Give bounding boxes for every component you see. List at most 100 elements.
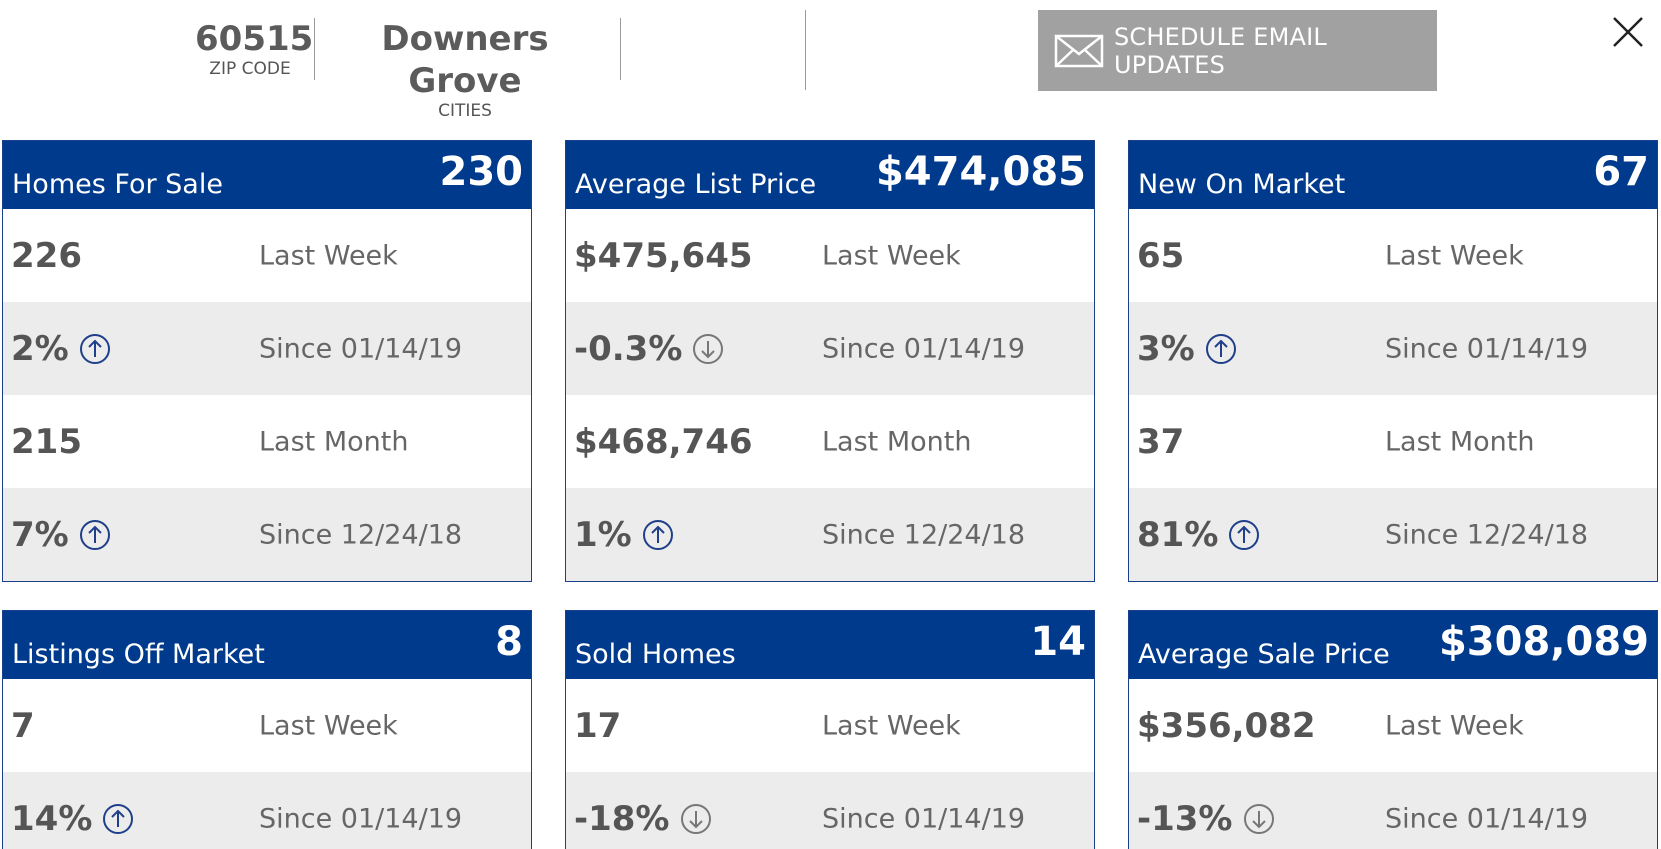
stat-card: Sold Homes 14 17 Last Week -18% Since 01/14/1… (565, 610, 1095, 849)
arrow-up-circle-icon (1205, 333, 1237, 365)
stat-card-header: Average List Price $474,085 (566, 141, 1094, 209)
stat-label: Since 12/24/18 (1385, 519, 1589, 550)
stat-row: 7 Last Week (3, 679, 531, 772)
stat-card: Listings Off Market 8 7 Last Week 14% Since 0… (2, 610, 532, 849)
stat-value-text: 1% (574, 514, 632, 555)
header: 60515 ZIP CODE Downers Grove CITIES SCHE… (0, 0, 1661, 120)
stat-row: 226 Last Week (3, 209, 531, 302)
stat-row: 215 Last Month (3, 395, 531, 488)
schedule-email-updates-label: SCHEDULE EMAIL UPDATES (1114, 22, 1327, 79)
stat-value-text: 7% (11, 514, 69, 555)
stat-card-header: Homes For Sale 230 (3, 141, 531, 209)
city-label: CITIES (438, 101, 492, 121)
stat-value: -18% (574, 799, 712, 839)
stat-card-header: Average Sale Price $308,089 (1129, 611, 1657, 679)
stat-card-title: Sold Homes (575, 639, 736, 670)
stat-value: $356,082 (1137, 706, 1316, 746)
stat-label: Last Week (259, 240, 398, 271)
stat-label: Since 01/14/19 (259, 803, 463, 834)
stat-value-text: 65 (1137, 235, 1185, 276)
arrow-down-circle-icon (1243, 803, 1275, 835)
stat-value: 2% (11, 329, 111, 369)
schedule-email-updates-button[interactable]: SCHEDULE EMAIL UPDATES (1038, 10, 1437, 91)
stat-value: 65 (1137, 236, 1184, 276)
stat-row: 3% Since 01/14/19 (1129, 302, 1657, 395)
stat-value-text: 215 (11, 421, 82, 462)
stat-value: 226 (11, 236, 82, 276)
stat-label: Last Month (259, 426, 409, 457)
stat-row: 37 Last Month (1129, 395, 1657, 488)
arrow-up-circle-icon (102, 803, 134, 835)
stat-card-header: Sold Homes 14 (566, 611, 1094, 679)
stat-row: $475,645 Last Week (566, 209, 1094, 302)
divider (620, 18, 621, 80)
stat-card: Average Sale Price $308,089 $356,082 Last W… (1128, 610, 1658, 849)
stat-value-text: -13% (1137, 798, 1233, 839)
stat-row: 17 Last Week (566, 679, 1094, 772)
stat-row: $468,746 Last Month (566, 395, 1094, 488)
stat-value-text: $356,082 (1137, 705, 1316, 746)
stat-card-header: Listings Off Market 8 (3, 611, 531, 679)
divider (805, 10, 806, 90)
stat-row: -13% Since 01/14/19 (1129, 772, 1657, 849)
stat-label: Since 01/14/19 (1385, 333, 1589, 364)
stat-value: 14% (11, 799, 134, 839)
divider (314, 18, 315, 80)
stat-card-title: Average Sale Price (1138, 639, 1390, 670)
zip-code-label: ZIP CODE (209, 59, 291, 79)
stat-label: Last Week (259, 710, 398, 741)
stat-value: 17 (574, 706, 621, 746)
stat-value-text: -0.3% (574, 328, 683, 369)
stat-row: $356,082 Last Week (1129, 679, 1657, 772)
zip-code-block[interactable]: 60515 ZIP CODE (195, 18, 314, 80)
stat-card: New On Market 67 65 Last Week 3% Since 01/14/… (1128, 140, 1658, 582)
arrow-up-circle-icon (79, 333, 111, 365)
stat-card-total: 14 (1030, 619, 1086, 665)
stat-card-total: $474,085 (875, 149, 1086, 195)
stat-value-text: 3% (1137, 328, 1195, 369)
stat-value: -0.3% (574, 329, 724, 369)
stat-value: 3% (1137, 329, 1237, 369)
stat-row: -0.3% Since 01/14/19 (566, 302, 1094, 395)
stat-label: Last Month (1385, 426, 1535, 457)
close-icon[interactable] (1608, 12, 1648, 52)
stat-value-text: 17 (574, 705, 622, 746)
stat-card-total: 67 (1593, 149, 1649, 195)
stat-card-title: New On Market (1138, 169, 1346, 200)
stat-value-text: 37 (1137, 421, 1185, 462)
arrow-up-circle-icon (79, 519, 111, 551)
stat-label: Last Week (822, 240, 961, 271)
stat-value-text: $468,746 (574, 421, 753, 462)
stat-label: Last Week (822, 710, 961, 741)
stat-value: 37 (1137, 422, 1184, 462)
stat-card-total: $308,089 (1438, 619, 1649, 665)
stat-value: 81% (1137, 515, 1260, 555)
zip-code-value: 60515 (195, 19, 314, 59)
stat-value-text: 7 (11, 705, 35, 746)
stat-value: 1% (574, 515, 674, 555)
stat-value-text: 226 (11, 235, 82, 276)
stat-card-header: New On Market 67 (1129, 141, 1657, 209)
stat-card: Average List Price $474,085 $475,645 Last W… (565, 140, 1095, 582)
city-block[interactable]: Downers Grove CITIES (320, 18, 610, 120)
stat-value-text: -18% (574, 798, 670, 839)
stat-value-text: 14% (11, 798, 93, 839)
stat-label: Last Month (822, 426, 972, 457)
stat-value-text: $475,645 (574, 235, 753, 276)
stat-label: Since 01/14/19 (822, 333, 1026, 364)
stat-label: Last Week (1385, 710, 1524, 741)
stat-card-title: Homes For Sale (12, 169, 223, 200)
arrow-down-circle-icon (692, 333, 724, 365)
stat-row: 65 Last Week (1129, 209, 1657, 302)
arrow-down-circle-icon (680, 803, 712, 835)
stat-value: 215 (11, 422, 82, 462)
stat-card-total: 8 (495, 619, 523, 665)
stat-label: Since 01/14/19 (822, 803, 1026, 834)
stat-row: 2% Since 01/14/19 (3, 302, 531, 395)
stat-value-text: 2% (11, 328, 69, 369)
stat-label: Since 01/14/19 (1385, 803, 1589, 834)
arrow-up-circle-icon (642, 519, 674, 551)
envelope-icon (1054, 34, 1104, 68)
arrow-up-circle-icon (1228, 519, 1260, 551)
stat-value: $468,746 (574, 422, 753, 462)
